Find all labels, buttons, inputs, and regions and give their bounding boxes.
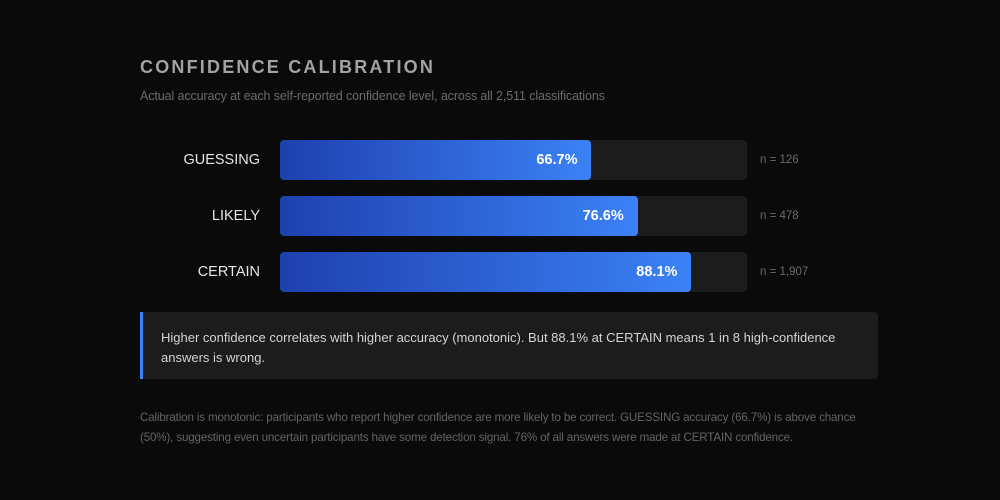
count-label: n = 126 <box>760 154 799 166</box>
chart-title: CONFIDENCE CALIBRATION <box>140 57 436 77</box>
count-label: n = 1,907 <box>760 266 809 278</box>
bar-track: 76.6% <box>280 196 747 236</box>
category-label: CERTAIN <box>197 264 260 280</box>
category-label: GUESSING <box>183 152 260 168</box>
bar-fill: 76.6% <box>280 196 638 236</box>
category-label: LIKELY <box>211 208 260 224</box>
bar-row-guessing: GUESSING 66.7% n = 126 <box>140 140 840 180</box>
bar-fill: 88.1% <box>280 252 692 292</box>
insight-callout: Higher confidence correlates with higher… <box>140 312 878 379</box>
bar-row-certain: CERTAIN 88.1% n = 1,907 <box>140 252 840 292</box>
value-label: 76.6% <box>582 208 624 224</box>
bar-fill: 66.7% <box>280 140 592 180</box>
count-label: n = 478 <box>760 210 799 222</box>
footnote: Calibration is monotonic: participants w… <box>140 411 856 444</box>
bar-row-likely: LIKELY 76.6% n = 478 <box>140 196 840 236</box>
value-label: 88.1% <box>636 264 678 280</box>
callout-text: Higher confidence correlates with higher… <box>161 330 836 365</box>
value-label: 66.7% <box>536 152 578 168</box>
bar-track: 88.1% <box>280 252 747 292</box>
chart-subtitle: Actual accuracy at each self-reported co… <box>140 89 605 103</box>
bar-track: 66.7% <box>280 140 747 180</box>
